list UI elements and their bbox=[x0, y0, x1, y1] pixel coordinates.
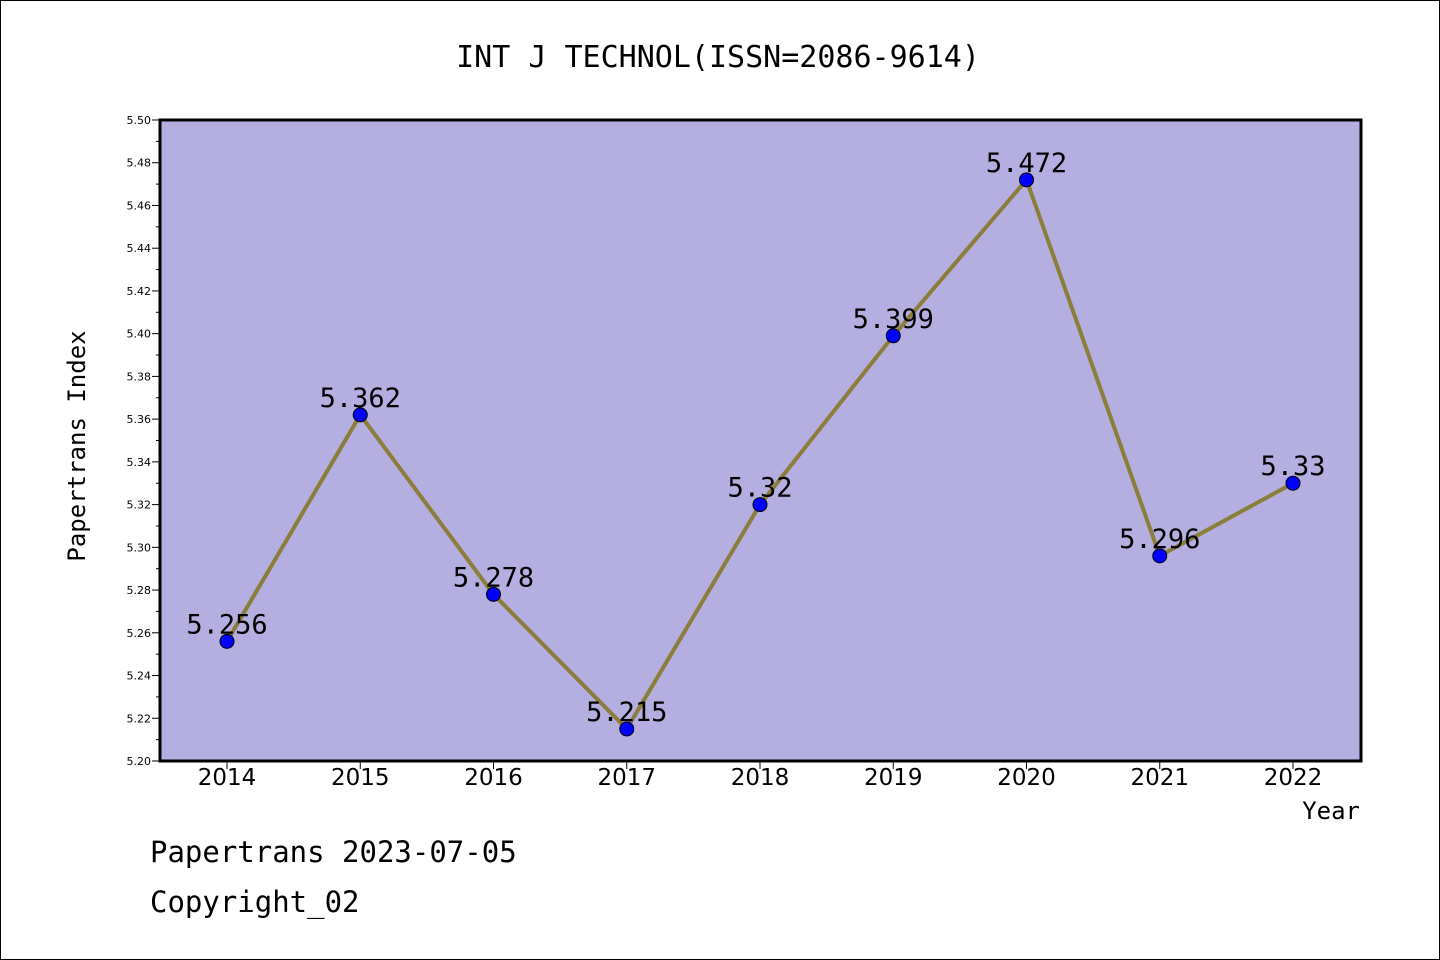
data-label: 5.472 bbox=[986, 148, 1067, 179]
data-point bbox=[1285, 475, 1301, 491]
x-tick-label: 2016 bbox=[464, 765, 523, 791]
y-tick-label: 5.42 bbox=[127, 285, 152, 298]
data-point bbox=[619, 721, 635, 737]
data-label: 5.278 bbox=[453, 562, 534, 593]
y-tick-label: 5.50 bbox=[127, 114, 152, 127]
y-axis-label: Papertrans Index bbox=[63, 330, 91, 561]
x-tick-label: 2022 bbox=[1264, 765, 1323, 791]
data-point bbox=[352, 407, 368, 423]
y-tick-label: 5.26 bbox=[127, 627, 152, 640]
data-label: 5.33 bbox=[1260, 451, 1325, 482]
y-tick-label: 5.40 bbox=[127, 328, 152, 341]
y-tick-label: 5.38 bbox=[127, 370, 152, 383]
x-tick-label: 2019 bbox=[864, 765, 923, 791]
y-tick-label: 5.28 bbox=[127, 584, 152, 597]
y-tick-label: 5.20 bbox=[127, 755, 152, 768]
y-tick-label: 5.24 bbox=[127, 670, 152, 683]
footer-copyright: Copyright_02 bbox=[150, 885, 360, 919]
data-point bbox=[219, 633, 235, 649]
data-label: 5.256 bbox=[186, 609, 267, 640]
y-tick-label: 5.34 bbox=[127, 456, 152, 469]
data-label: 5.296 bbox=[1119, 524, 1200, 555]
series-papertrans-index: 5.256 5.362 5.278 5.215 5.32 5.399 5.472 5.296 5… bbox=[186, 148, 1326, 737]
footer-source: Papertrans 2023-07-05 bbox=[150, 835, 517, 869]
data-label: 5.399 bbox=[853, 304, 934, 335]
data-point bbox=[1019, 172, 1034, 188]
data-point bbox=[885, 328, 901, 344]
y-tick-label: 5.36 bbox=[127, 413, 152, 426]
x-tick-label: 2021 bbox=[1130, 765, 1189, 791]
plot-area bbox=[158, 118, 1363, 763]
data-point bbox=[486, 586, 501, 602]
chart-title: INT J TECHNOL(ISSN=2086-9614) bbox=[456, 40, 980, 75]
y-tick-label: 5.46 bbox=[127, 199, 152, 212]
y-tick-label: 5.48 bbox=[127, 157, 152, 170]
y-tick-label: 5.44 bbox=[127, 242, 152, 255]
y-tick-label: 5.22 bbox=[127, 712, 152, 725]
data-point bbox=[1152, 548, 1168, 564]
x-axis-label: Year bbox=[1302, 797, 1360, 825]
x-axis: 2014 2015 2016 2017 2018 2019 2020 2021 2022 bbox=[198, 761, 1323, 791]
x-tick-label: 2015 bbox=[331, 765, 390, 791]
data-label: 5.362 bbox=[320, 383, 401, 414]
y-axis: 5.20 5.22 5.24 5.26 5.28 5.30 5.32 5.34 5.36 5.38… bbox=[127, 114, 160, 768]
x-tick-label: 2017 bbox=[597, 765, 656, 791]
x-tick-label: 2018 bbox=[731, 765, 790, 791]
x-tick-label: 2020 bbox=[997, 765, 1056, 791]
data-label: 5.32 bbox=[727, 473, 792, 504]
y-tick-label: 5.32 bbox=[127, 499, 152, 512]
data-label: 5.215 bbox=[586, 697, 667, 728]
data-point bbox=[752, 497, 768, 513]
x-tick-label: 2014 bbox=[198, 765, 257, 791]
y-tick-label: 5.30 bbox=[127, 541, 152, 554]
